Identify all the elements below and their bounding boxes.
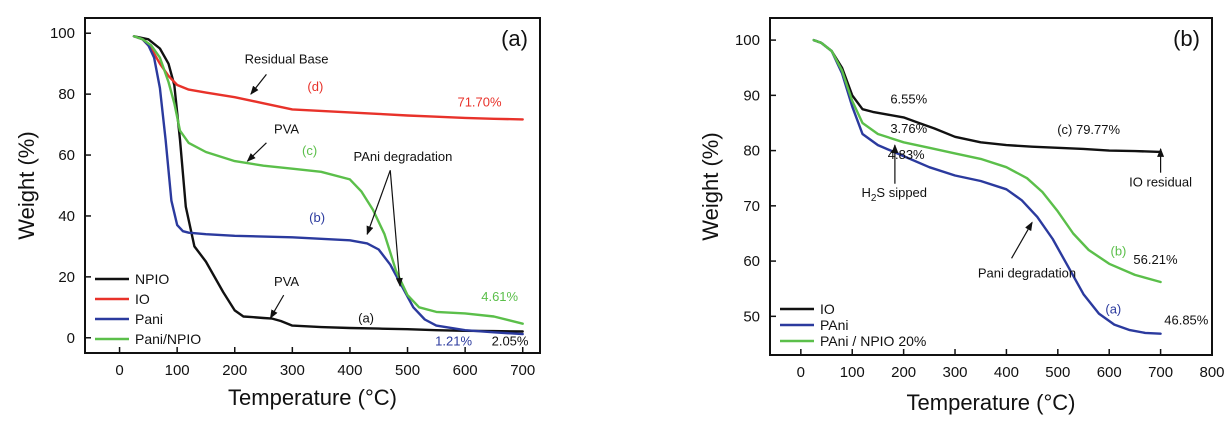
- x-tick-label: 400: [994, 364, 1019, 381]
- y-tick-label: 80: [58, 86, 75, 103]
- annotation-label: (a): [1105, 302, 1121, 317]
- x-tick-label: 700: [510, 362, 535, 379]
- y-tick-label: 100: [50, 25, 75, 42]
- annotation-label: (c): [302, 143, 317, 158]
- annotation-label: 4.61%: [481, 289, 518, 304]
- annotation-label-h2s: H2S sipped: [861, 185, 927, 204]
- legend-entry: IO: [135, 291, 150, 307]
- annotation-arrow: [269, 294, 285, 319]
- annotation-label: 2.05%: [492, 333, 529, 348]
- annotation-label: 71.70%: [457, 94, 502, 109]
- h2s-suffix: S sipped: [876, 185, 927, 200]
- y-tick-label: 60: [58, 147, 75, 164]
- x-tick-label: 0: [797, 364, 805, 381]
- x-tick-label: 0: [115, 362, 123, 379]
- y-tick-label: 20: [58, 269, 75, 286]
- annotation-arrow: [250, 73, 267, 95]
- y-axis-title: Weight (%): [698, 132, 723, 240]
- y-tick-label: 50: [743, 308, 760, 325]
- annotation-label: (a): [358, 311, 374, 326]
- series-line-pani: [132, 35, 524, 336]
- annotation-label: PVA: [274, 274, 299, 289]
- x-tick-label: 300: [280, 362, 305, 379]
- annotation-label: (d): [307, 79, 323, 94]
- annotation-label: Residual Base: [245, 52, 329, 67]
- y-tick-label: 70: [743, 198, 760, 215]
- annotation-label: IO residual: [1129, 175, 1192, 190]
- x-tick-label: 200: [891, 364, 916, 381]
- annotation-label: (b): [309, 210, 325, 225]
- annotation-label: 3.76%: [890, 121, 927, 136]
- annotation-label: 6.55%: [890, 92, 927, 107]
- y-tick-label: 100: [735, 32, 760, 49]
- annotation-label: PVA: [274, 122, 299, 137]
- series-line-io: [132, 35, 524, 121]
- series-line-pani-npio: [132, 35, 524, 325]
- chart-panel-b: 0 100 200 300 400 500 600 700 800 50 60 70 80 90 100 Te…: [698, 17, 1225, 415]
- x-tick-label: 600: [1097, 364, 1122, 381]
- plot-frame: [84, 17, 541, 354]
- y-tick-label: 80: [743, 143, 760, 160]
- annotation-label: 46.85%: [1164, 313, 1209, 328]
- annotation-arrow: [1011, 221, 1033, 259]
- legend-entry: Pani: [135, 311, 163, 327]
- x-tick-label: 200: [222, 362, 247, 379]
- y-tick-label: 60: [743, 253, 760, 270]
- annotation-arrow: [389, 170, 403, 287]
- h2s-prefix: H: [861, 185, 870, 200]
- legend-entry: PAni: [820, 317, 849, 333]
- x-tick-label: 600: [453, 362, 478, 379]
- annotation-label: 4.83%: [888, 147, 925, 162]
- x-tick-label: 100: [840, 364, 865, 381]
- h2s-subscript: 2: [871, 193, 877, 204]
- x-tick-label: 500: [1045, 364, 1070, 381]
- x-axis-title: Temperature (°C): [228, 385, 397, 410]
- plot-frame: [769, 17, 1213, 356]
- x-axis-title: Temperature (°C): [907, 390, 1076, 415]
- annotation-label: (b): [1111, 244, 1127, 259]
- panel-label: (b): [1173, 26, 1200, 51]
- x-tick-label: 700: [1148, 364, 1173, 381]
- y-tick-label: 40: [58, 208, 75, 225]
- y-tick-label: 90: [743, 87, 760, 104]
- series-line-pani: [812, 38, 1162, 335]
- legend-entry: IO: [820, 301, 835, 317]
- annotation-label: PAni degradation: [354, 149, 453, 164]
- annotation-label: 56.21%: [1133, 252, 1178, 267]
- chart-panel-a: 0 100 200 300 400 500 600 700 0 20 40 60 80 100 Temper…: [14, 17, 541, 410]
- annotation-arrow: [366, 170, 391, 236]
- legend-entry: PAni / NPIO 20%: [820, 333, 926, 349]
- x-tick-label: 500: [395, 362, 420, 379]
- x-tick-label: 800: [1199, 364, 1224, 381]
- series-line-pani-npio-20-: [812, 38, 1162, 284]
- annotation-label: Pani degradation: [978, 266, 1076, 281]
- panel-label: (a): [501, 26, 528, 51]
- legend-entry: Pani/NPIO: [135, 331, 201, 347]
- x-tick-label: 100: [165, 362, 190, 379]
- y-tick-label: 0: [67, 330, 75, 347]
- series-line-npio: [132, 35, 524, 333]
- legend: NPIO IO Pani Pani/NPIO: [95, 271, 201, 347]
- legend-entry: NPIO: [135, 271, 169, 287]
- y-axis-title: Weight (%): [14, 131, 39, 239]
- annotation-label: 1.21%: [435, 333, 472, 348]
- x-tick-label: 400: [337, 362, 362, 379]
- annotation-label: (c) 79.77%: [1057, 122, 1120, 137]
- x-tick-label: 300: [943, 364, 968, 381]
- annotation-arrow: [246, 142, 267, 162]
